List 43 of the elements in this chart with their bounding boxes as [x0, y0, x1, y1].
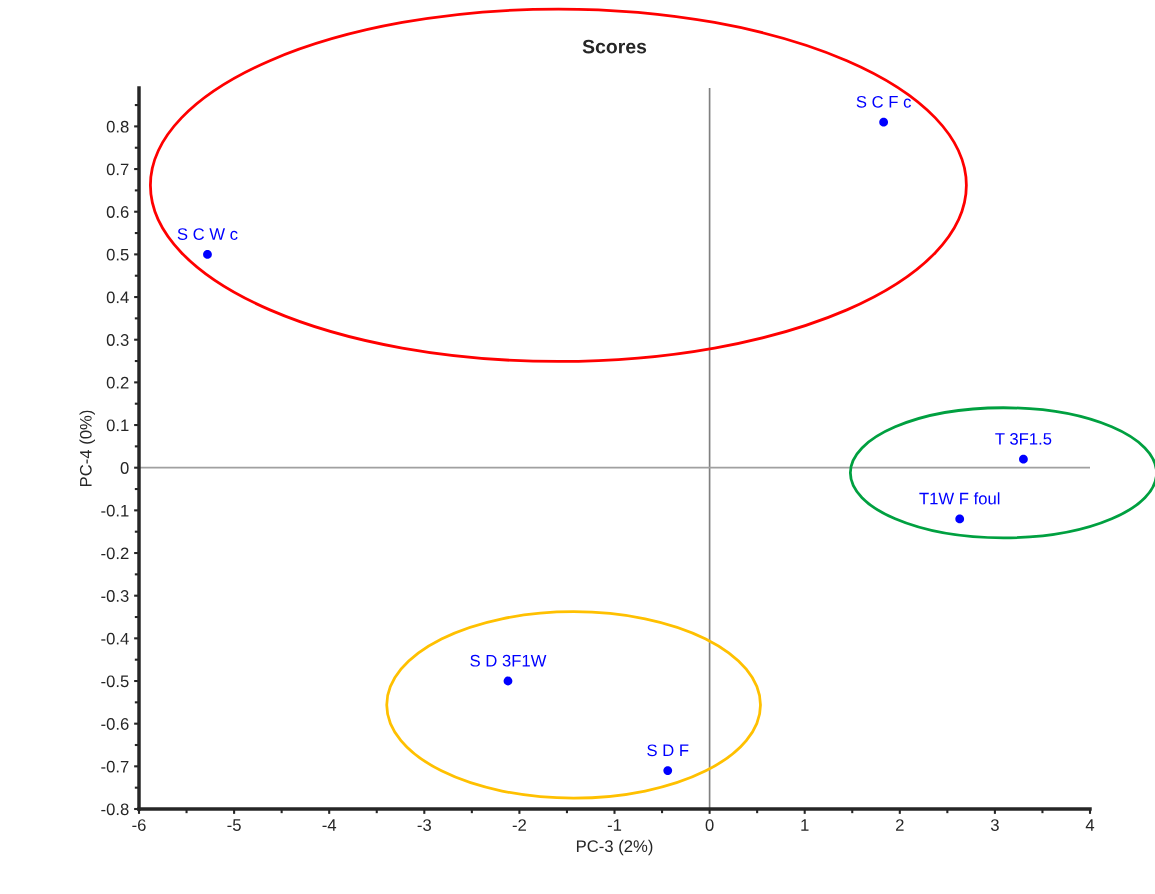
- x-tick-label: 0: [705, 819, 714, 831]
- point: [503, 676, 513, 686]
- annotation: T1W F foul: [919, 492, 1000, 505]
- y-tick-label: -0.3: [101, 590, 129, 602]
- x-tick-label: -2: [512, 819, 526, 831]
- y-tick-label: -0.7: [101, 760, 129, 773]
- x-tick-label: -1: [607, 819, 622, 831]
- y-tick-label: 0: [120, 462, 129, 474]
- annotation: S C F c: [856, 95, 911, 108]
- annotation: T 3F1.5: [995, 432, 1052, 445]
- y-tick-label: 0.7: [106, 163, 129, 176]
- point: [1019, 454, 1028, 464]
- y-tick-label: -0.2: [101, 547, 129, 560]
- y-tick-label: 0.3: [106, 334, 129, 346]
- point: [663, 766, 673, 775]
- x-tick-label: 4: [1085, 819, 1095, 831]
- x-tick-label: 3: [990, 819, 999, 831]
- y-tick-label: 0.1: [106, 419, 129, 432]
- y-axis-title: PC-4 (0%): [79, 410, 95, 487]
- y-tick-label: 0.4: [106, 291, 129, 304]
- x-tick-label: -5: [227, 819, 241, 831]
- y-tick-label: 0.5: [106, 248, 129, 261]
- y-tick-label: 0.6: [106, 206, 129, 218]
- chart-title: Scores: [582, 39, 647, 54]
- point: [203, 249, 212, 259]
- y-tick-label: 0.2: [106, 376, 129, 389]
- y-tick-label: -0.6: [101, 718, 129, 730]
- point: [955, 514, 965, 524]
- x-tick-label: -6: [132, 819, 146, 831]
- y-tick-label: 0.8: [106, 120, 129, 133]
- y-tick-label: -0.8: [101, 803, 129, 816]
- x-tick-label: 2: [896, 819, 904, 831]
- x-axis-title: PC-3 (2%): [576, 839, 653, 856]
- x-tick-label: -4: [322, 819, 337, 831]
- x-tick-label: -3: [417, 819, 431, 831]
- x-tick-label: 1: [801, 819, 809, 831]
- annotation: S D F: [647, 744, 689, 757]
- annotation: S D 3F1W: [470, 654, 547, 667]
- y-tick-label: -0.1: [101, 504, 129, 517]
- annotation: S C W c: [177, 228, 238, 240]
- y-tick-label: -0.4: [101, 632, 129, 645]
- y-tick-label: -0.5: [101, 675, 129, 688]
- point: [879, 117, 889, 127]
